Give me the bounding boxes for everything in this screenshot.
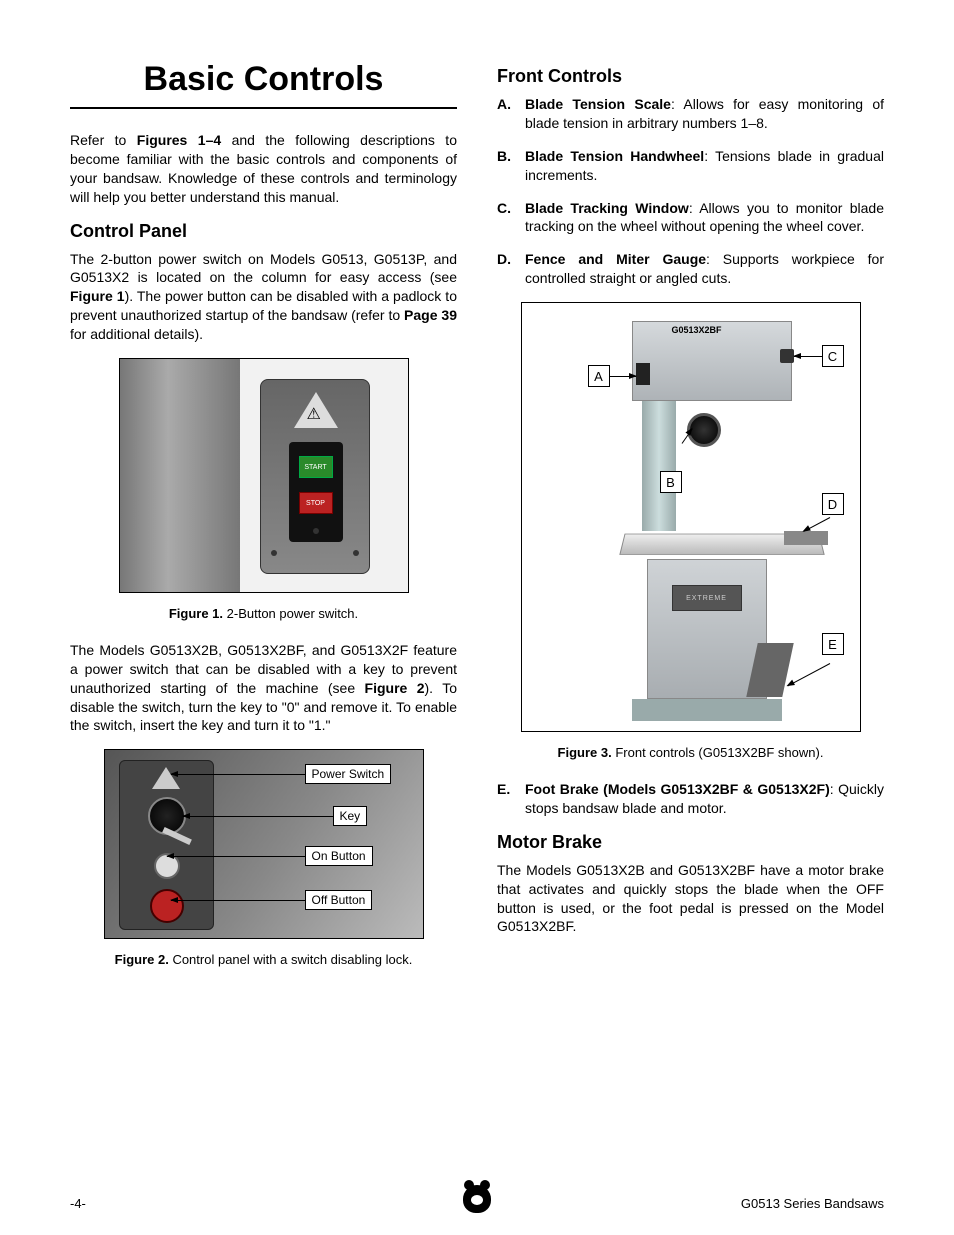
cp-p1-b1: Figure 1 — [70, 288, 125, 304]
figure-3-caption: Figure 3. Front controls (G0513X2BF show… — [497, 745, 884, 762]
list-item: B. Blade Tension Handwheel: Tensions bla… — [497, 147, 884, 185]
intro-pre: Refer to — [70, 132, 137, 148]
figure-2-caption: Figure 2. Control panel with a switch di… — [70, 952, 457, 969]
list-item: D. Fence and Miter Gauge: Supports workp… — [497, 250, 884, 288]
start-button: START — [299, 456, 333, 478]
item-lead-b: Blade Tension Handwheel — [525, 148, 704, 164]
item-letter-e: E. — [497, 780, 525, 818]
title-rule — [70, 107, 457, 109]
fig3-label-a: A — [588, 365, 610, 387]
cp-p1-b2: Page 39 — [404, 307, 457, 323]
cp-p2-b1: Figure 2 — [365, 680, 425, 696]
fig3-cap-text: Front controls (G0513X2BF shown). — [612, 745, 824, 760]
fig3-label-d: D — [822, 493, 844, 515]
item-lead-c: Blade Tracking Window — [525, 200, 689, 216]
item-lead-a: Blade Tension Scale — [525, 96, 671, 112]
figure-3-image: EXTREME G0513X2BF A C B — [521, 302, 861, 732]
product-name: G0513 Series Bandsaws — [741, 1196, 884, 1211]
footer-logo-icon — [463, 1185, 491, 1213]
fig3-label-c: C — [822, 345, 844, 367]
fig1-cap-text: 2-Button power switch. — [223, 606, 358, 621]
front-controls-list-e: E. Foot Brake (Models G0513X2BF & G0513X… — [497, 780, 884, 818]
left-column: Basic Controls Refer to Figures 1–4 and … — [70, 60, 457, 987]
cp-p1-mid: ). The power button can be disabled with… — [70, 288, 457, 323]
page-title: Basic Controls — [70, 60, 457, 99]
callout-off-button: Off Button — [305, 890, 373, 910]
item-letter-b: B. — [497, 147, 525, 185]
right-column: Front Controls A. Blade Tension Scale: A… — [497, 60, 884, 987]
bandsaw-model: G0513X2BF — [672, 325, 722, 335]
list-item: C. Blade Tracking Window: Allows you to … — [497, 199, 884, 237]
motor-brake-text: The Models G0513X2B and G0513X2BF have a… — [497, 861, 884, 937]
callout-on-button: On Button — [305, 846, 373, 866]
list-item: E. Foot Brake (Models G0513X2BF & G0513X… — [497, 780, 884, 818]
list-item: A. Blade Tension Scale: Allows for easy … — [497, 95, 884, 133]
front-controls-heading: Front Controls — [497, 66, 884, 87]
stop-button: STOP — [299, 492, 333, 514]
figure-3: EXTREME G0513X2BF A C B — [497, 302, 884, 762]
cp-p1-pre: The 2-button power switch on Models G051… — [70, 251, 457, 286]
item-letter-c: C. — [497, 199, 525, 237]
figure-2: Power Switch Key On Button Off Button Fi… — [70, 749, 457, 969]
figure-2-image: Power Switch Key On Button Off Button — [104, 749, 424, 939]
page-number: -4- — [70, 1196, 86, 1211]
figure-1: START STOP Figure 1. 2-Button power swit… — [70, 358, 457, 623]
callout-power-switch: Power Switch — [305, 764, 392, 784]
intro-paragraph: Refer to Figures 1–4 and the following d… — [70, 131, 457, 207]
control-panel-heading: Control Panel — [70, 221, 457, 242]
bandsaw-badge: EXTREME — [672, 585, 742, 611]
callout-key: Key — [333, 806, 368, 826]
item-lead-e: Foot Brake (Models G0513X2BF & G0513X2F) — [525, 781, 830, 797]
item-lead-d: Fence and Miter Gauge — [525, 251, 706, 267]
control-panel-p2: The Models G0513X2B, G0513X2BF, and G051… — [70, 641, 457, 735]
fig3-label-e: E — [822, 633, 844, 655]
fig3-label: Figure 3. — [558, 745, 612, 760]
item-letter-a: A. — [497, 95, 525, 133]
intro-bold: Figures 1–4 — [137, 132, 221, 148]
front-controls-list: A. Blade Tension Scale: Allows for easy … — [497, 95, 884, 288]
item-letter-d: D. — [497, 250, 525, 288]
motor-brake-heading: Motor Brake — [497, 832, 884, 853]
cp-p1-post: for additional details). — [70, 326, 203, 342]
fig1-label: Figure 1. — [169, 606, 223, 621]
figure-1-caption: Figure 1. 2-Button power switch. — [70, 606, 457, 623]
control-panel-p1: The 2-button power switch on Models G051… — [70, 250, 457, 344]
fig2-label: Figure 2. — [115, 952, 169, 967]
fig3-label-b: B — [660, 471, 682, 493]
figure-1-image: START STOP — [119, 358, 409, 593]
fig2-cap-text: Control panel with a switch disabling lo… — [169, 952, 413, 967]
page-footer: -4- G0513 Series Bandsaws — [70, 1196, 884, 1211]
